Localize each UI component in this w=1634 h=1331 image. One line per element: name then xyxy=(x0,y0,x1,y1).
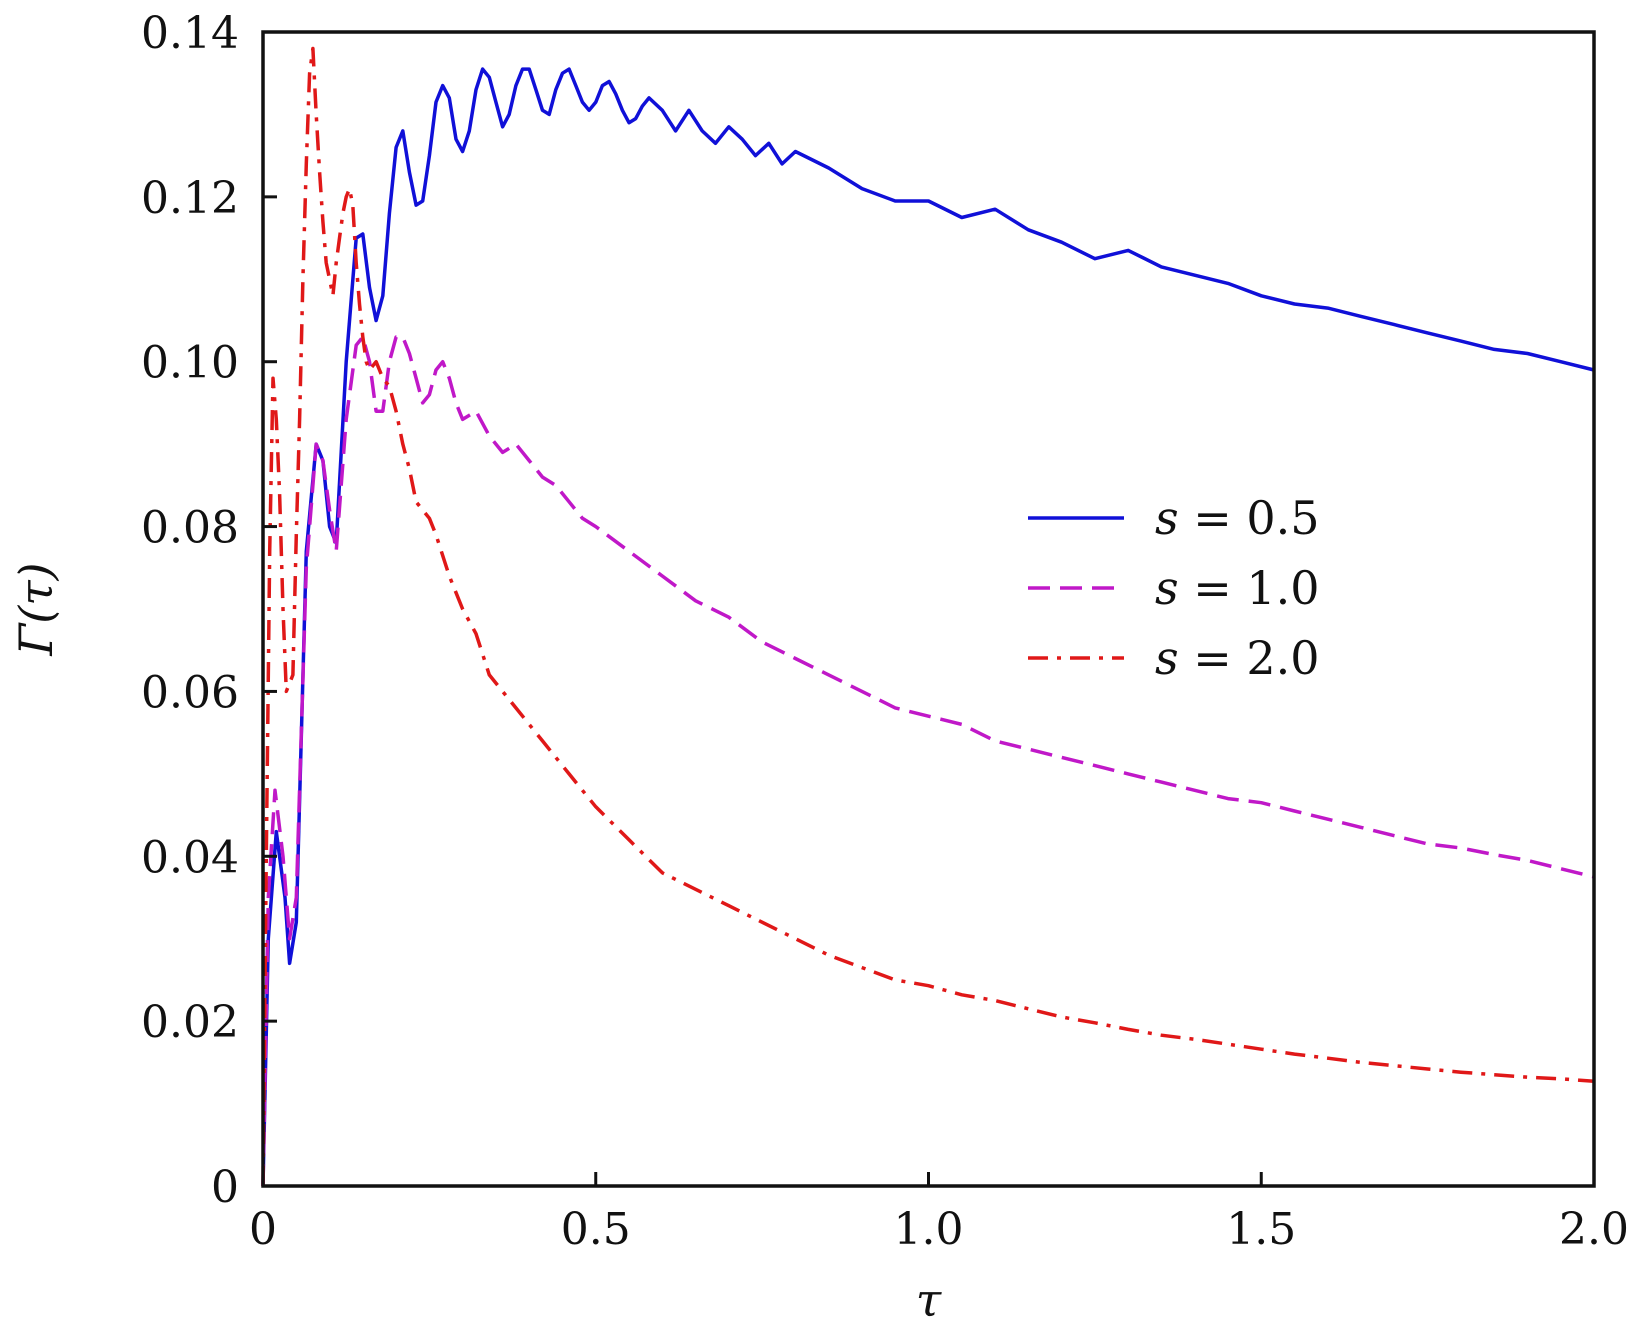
legend-label-3: s = 2.0 xyxy=(1155,631,1320,685)
series-line-3 xyxy=(261,46,1595,1187)
y-tick-label: 0.08 xyxy=(141,503,239,554)
legend-label-1: s = 0.5 xyxy=(1155,491,1320,545)
x-tick-label: 1.0 xyxy=(894,1204,964,1255)
x-tick-label: 1.5 xyxy=(1226,1204,1296,1255)
x-tick-label: 0.5 xyxy=(561,1204,631,1255)
y-tick-label: 0.14 xyxy=(141,8,239,59)
y-tick-label: 0.04 xyxy=(141,832,239,883)
y-tick-label: 0.06 xyxy=(141,667,239,718)
legend-label-2: s = 1.0 xyxy=(1155,561,1320,615)
x-tick-label: 0 xyxy=(249,1204,277,1255)
y-tick-label: 0.02 xyxy=(141,997,239,1048)
y-tick-label: 0.10 xyxy=(141,338,239,389)
x-tick-label: 2.0 xyxy=(1559,1204,1629,1255)
x-axis-label: τ xyxy=(916,1273,943,1327)
series-line-1 xyxy=(261,67,1595,1187)
y-tick-label: 0.12 xyxy=(141,173,239,224)
y-axis-label: Γ(τ) xyxy=(9,562,63,656)
series-line-2 xyxy=(261,335,1595,1187)
series-layer xyxy=(261,46,1595,1187)
legend: s = 0.5 s = 1.0 s = 2.0 xyxy=(1028,491,1320,685)
ticks-layer: 0 0.5 1.0 1.5 2.0 0 0.02 0.04 0.06 0.08 0.10 0.12 0.… xyxy=(141,8,1629,1255)
y-tick-label: 0 xyxy=(211,1162,239,1213)
